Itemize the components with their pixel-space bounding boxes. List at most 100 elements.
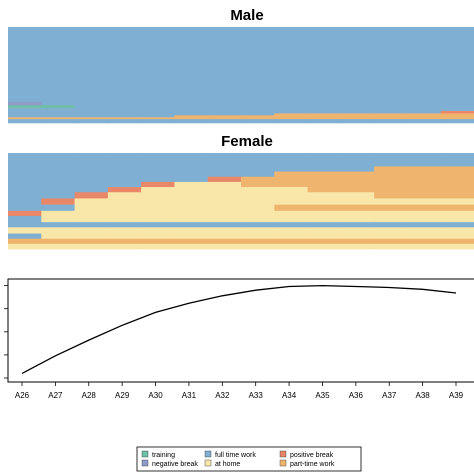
male-panel-title: Male <box>230 7 263 24</box>
female-cell-r3-c10 <box>340 176 375 183</box>
male-cell-r0-c3 <box>107 27 142 103</box>
male-cell-r1-c4 <box>141 101 176 106</box>
female-cell-r13-c12 <box>407 233 442 239</box>
male-cell-r3-c8 <box>274 108 309 112</box>
female-cell-r4-c9 <box>307 181 342 188</box>
female-cell-r14-c2 <box>74 238 109 245</box>
female-cell-r6-c2 <box>74 192 109 199</box>
male-cell-r2-c9 <box>307 105 342 109</box>
female-cell-r10-c13 <box>440 215 474 223</box>
male-cell-r1-c5 <box>174 101 209 106</box>
female-cell-r5-c11 <box>374 187 409 193</box>
male-cell-r2-c7 <box>241 105 275 109</box>
male-cell-r8-c13 <box>440 119 474 124</box>
female-cell-r3-c13 <box>440 176 474 183</box>
female-cell-r6-c10 <box>340 192 375 199</box>
female-cell-r1-c8 <box>274 166 309 172</box>
female-cell-r8-c10 <box>340 204 375 212</box>
female-cell-r1-c5 <box>174 166 209 172</box>
female-cell-r0-c5 <box>174 153 209 167</box>
female-cell-r7-c2 <box>74 198 109 205</box>
female-cell-r0-c4 <box>141 153 176 167</box>
female-cell-r0-c7 <box>241 153 275 167</box>
female-cell-r15-c3 <box>107 243 142 250</box>
male-cell-r7-c12 <box>407 117 442 120</box>
female-cell-r13-c7 <box>241 233 275 239</box>
female-cell-r10-c3 <box>107 215 142 223</box>
male-cell-r0-c11 <box>374 27 409 103</box>
male-cell-r4-c6 <box>207 111 242 114</box>
female-cell-r6-c7 <box>241 192 275 199</box>
female-cell-r2-c0 <box>8 171 42 178</box>
female-cell-r14-c1 <box>41 238 76 245</box>
female-cell-r2-c9 <box>307 171 342 178</box>
x-tick-label-11: A37 <box>382 391 397 400</box>
female-cell-r9-c5 <box>174 210 209 217</box>
female-cell-r11-c1 <box>41 222 76 228</box>
male-cell-r1-c12 <box>407 101 442 106</box>
male-cell-r1-c6 <box>207 101 242 106</box>
female-panel-title: Female <box>221 133 273 150</box>
female-cell-r9-c8 <box>274 210 309 217</box>
female-cell-r13-c0 <box>8 233 42 239</box>
female-cell-r6-c6 <box>207 192 242 199</box>
female-cell-r12-c3 <box>107 227 142 234</box>
female-cell-r13-c1 <box>41 233 76 239</box>
female-cell-r1-c10 <box>340 166 375 172</box>
legend-label-3: at home <box>215 461 240 468</box>
female-cell-r11-c5 <box>174 222 209 228</box>
legend-label-4: positive break <box>290 452 334 459</box>
male-cell-r6-c11 <box>374 115 409 118</box>
line-y-ticks <box>4 285 8 379</box>
female-cell-r0-c13 <box>440 153 474 167</box>
x-tick-label-9: A35 <box>315 391 330 400</box>
female-cell-r15-c2 <box>74 243 109 250</box>
female-cell-r4-c7 <box>241 181 275 188</box>
female-cell-r10-c7 <box>241 215 275 223</box>
male-cell-r1-c9 <box>307 101 342 106</box>
female-cell-r14-c6 <box>207 238 242 245</box>
male-cell-r3-c10 <box>340 108 375 112</box>
female-cell-r0-c3 <box>107 153 142 167</box>
male-cell-r7-c3 <box>107 117 142 120</box>
male-cell-r0-c4 <box>141 27 176 103</box>
female-cell-r14-c10 <box>340 238 375 245</box>
female-cell-r6-c1 <box>41 192 76 199</box>
female-cell-r15-c10 <box>340 243 375 250</box>
male-cell-r6-c9 <box>307 115 342 118</box>
male-cell-r4-c7 <box>241 111 275 114</box>
female-cell-r8-c2 <box>74 204 109 212</box>
female-cell-r9-c0 <box>8 210 42 217</box>
female-cell-r3-c3 <box>107 176 142 183</box>
male-cell-r5-c8 <box>274 113 309 116</box>
male-cell-r7-c10 <box>340 117 375 120</box>
female-cell-r8-c6 <box>207 204 242 212</box>
female-cell-r12-c5 <box>174 227 209 234</box>
female-cell-r3-c11 <box>374 176 409 183</box>
legend-swatch-1 <box>141 459 149 467</box>
female-cell-r5-c8 <box>274 187 309 193</box>
female-cell-r6-c13 <box>440 192 474 199</box>
x-tick-label-10: A36 <box>349 391 364 400</box>
female-cell-r13-c3 <box>107 233 142 239</box>
male-cell-r5-c5 <box>174 113 209 116</box>
male-cell-r2-c10 <box>340 105 375 109</box>
male-cell-r2-c1 <box>41 105 76 109</box>
female-cell-r1-c6 <box>207 166 242 172</box>
female-cell-r5-c5 <box>174 187 209 193</box>
male-cell-r5-c1 <box>41 113 76 116</box>
male-cell-r2-c0 <box>8 105 42 109</box>
male-cell-r8-c12 <box>407 119 442 124</box>
female-cell-r3-c5 <box>174 176 209 183</box>
female-cell-r5-c6 <box>207 187 242 193</box>
female-cell-r1-c4 <box>141 166 176 172</box>
male-cell-r5-c7 <box>241 113 275 116</box>
female-cell-r8-c8 <box>274 204 309 212</box>
female-cell-r6-c5 <box>174 192 209 199</box>
female-cell-r6-c0 <box>8 192 42 199</box>
female-cell-r10-c9 <box>307 215 342 223</box>
female-cell-r13-c8 <box>274 233 309 239</box>
female-sequence-plot <box>8 153 474 250</box>
x-tick-label-12: A38 <box>415 391 430 400</box>
male-cell-r4-c5 <box>174 111 209 114</box>
